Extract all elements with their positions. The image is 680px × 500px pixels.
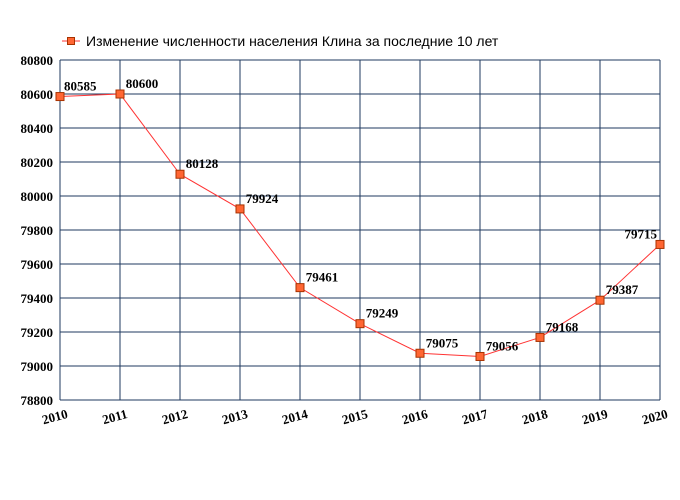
y-tick-label: 80200: [21, 155, 54, 170]
x-tick-label: 2017: [460, 406, 489, 427]
x-tick-label: 2020: [640, 406, 669, 427]
axes: 78800 79000 79200 79400 79600 79800 80000 80200…: [21, 53, 670, 427]
x-tick-label: 2010: [40, 406, 69, 427]
x-tick-label: 2015: [340, 406, 369, 427]
legend-marker: [67, 37, 75, 45]
data-point-2019: [595, 295, 605, 305]
data-point-2010: [55, 92, 65, 102]
data-labels: 80585 80600 80128 79924 79461 79249 79075 79056…: [64, 76, 658, 353]
y-tick-label: 79800: [21, 223, 54, 238]
data-label-2010: 80585: [64, 79, 97, 94]
data-point-2016: [415, 348, 425, 358]
data-point-2011: [115, 89, 125, 99]
y-tick-label: 79000: [21, 359, 54, 374]
data-label-2014: 79461: [306, 270, 339, 285]
y-tick-label: 80400: [21, 121, 54, 136]
y-tick-label: 79200: [21, 325, 54, 340]
data-points: [55, 89, 665, 361]
data-label-2016: 79075: [426, 335, 459, 350]
data-label-2013: 79924: [246, 191, 279, 206]
legend: Изменение численности населения Клина за…: [62, 33, 499, 49]
x-tick-label: 2013: [220, 406, 249, 427]
data-point-2012: [175, 169, 185, 179]
x-tick-label: 2016: [400, 406, 429, 427]
data-point-2017: [475, 351, 485, 361]
data-point-2018: [535, 332, 545, 342]
x-tick-label: 2019: [580, 406, 609, 427]
data-point-2013: [235, 204, 245, 214]
x-tick-label: 2011: [101, 406, 129, 427]
y-tick-label: 80000: [21, 189, 54, 204]
legend-label: Изменение численности населения Клина за…: [86, 33, 499, 49]
y-tick-label: 80800: [21, 53, 54, 68]
data-label-2015: 79249: [366, 306, 399, 321]
x-tick-label: 2012: [160, 406, 189, 427]
grid: [59, 59, 661, 401]
x-tick-label: 2014: [280, 406, 309, 427]
data-label-2011: 80600: [126, 76, 159, 91]
data-label-2017: 79056: [486, 338, 519, 353]
y-tick-label: 78800: [21, 393, 54, 408]
x-tick-label: 2018: [520, 406, 549, 427]
y-tick-label: 80600: [21, 87, 54, 102]
y-tick-label: 79400: [21, 291, 54, 306]
data-point-2020: [655, 239, 665, 249]
data-point-2015: [355, 319, 365, 329]
data-label-2019: 79387: [606, 282, 639, 297]
data-label-2020: 79715: [625, 226, 658, 241]
data-label-2012: 80128: [186, 156, 219, 171]
data-label-2018: 79168: [546, 319, 579, 334]
y-tick-label: 79600: [21, 257, 54, 272]
data-point-2014: [295, 283, 305, 293]
